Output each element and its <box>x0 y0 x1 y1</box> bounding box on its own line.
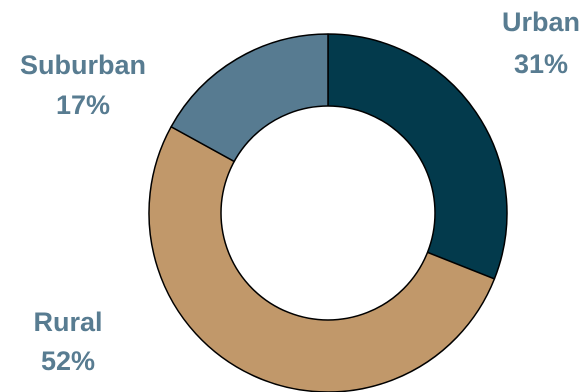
suburban-label: Suburban <box>20 50 146 80</box>
urban-label: Urban <box>502 7 580 37</box>
rural-percent: 52% <box>41 346 95 376</box>
suburban-percent: 17% <box>56 90 110 120</box>
rural-label: Rural <box>33 307 102 337</box>
donut-hole <box>220 105 436 321</box>
urban-percent: 31% <box>514 49 568 79</box>
